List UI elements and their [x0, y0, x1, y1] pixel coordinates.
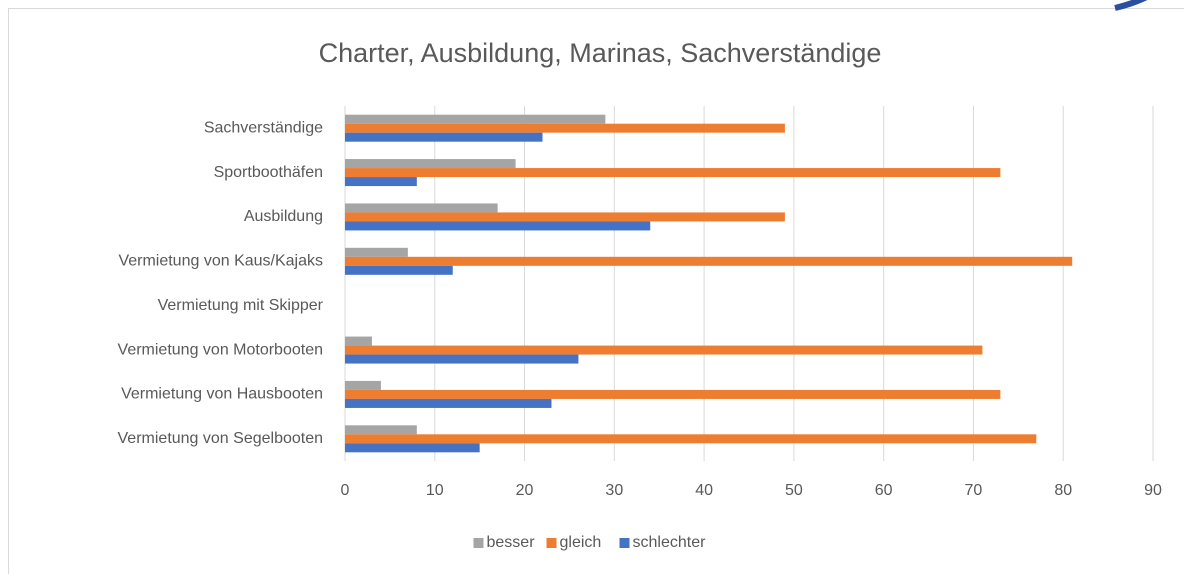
bar — [345, 203, 498, 213]
x-tick-label: 30 — [605, 482, 623, 499]
bar — [345, 159, 516, 169]
y-tick-label: Vermietung von Segelbooten — [118, 430, 323, 447]
bar — [345, 247, 408, 257]
y-tick-label: Sachverständige — [204, 119, 323, 136]
logo-fragment — [1114, 0, 1148, 11]
x-tick-label: 80 — [1054, 482, 1072, 499]
x-tick-label: 70 — [965, 482, 983, 499]
bar — [345, 168, 1001, 178]
x-tick-label: 10 — [426, 482, 444, 499]
x-tick-label: 50 — [785, 482, 803, 499]
bar — [345, 443, 480, 453]
x-tick-label: 90 — [1144, 482, 1162, 499]
y-tick-label: Vermietung mit Skipper — [158, 297, 324, 314]
x-tick-label: 20 — [516, 482, 534, 499]
bar — [345, 398, 552, 408]
legend-label: schlechter — [633, 534, 707, 551]
bar — [345, 123, 785, 133]
legend-label: gleich — [560, 534, 602, 551]
chart-title: Charter, Ausbildung, Marinas, Sachverstä… — [319, 38, 882, 68]
bar — [345, 336, 372, 346]
legend-swatch — [619, 538, 630, 548]
y-tick-label: Sportboothäfen — [214, 164, 323, 181]
bar — [345, 345, 983, 355]
y-tick-label: Ausbildung — [244, 208, 323, 225]
y-tick-label: Vermietung von Kaus/Kajaks — [118, 253, 323, 270]
legend-swatch — [473, 538, 484, 548]
x-tick-label: 60 — [875, 482, 893, 499]
legend-swatch — [546, 538, 557, 548]
x-tick-label: 0 — [341, 482, 350, 499]
chart-border — [8, 8, 1184, 574]
bar — [345, 434, 1037, 444]
bar — [345, 380, 381, 390]
bar — [345, 177, 417, 187]
bar — [345, 389, 1001, 399]
bar — [345, 221, 651, 231]
y-tick-label: Vermietung von Motorbooten — [118, 341, 323, 358]
bar — [345, 212, 785, 222]
bar — [345, 256, 1073, 266]
bar — [345, 425, 417, 435]
x-tick-label: 40 — [695, 482, 713, 499]
bar — [345, 132, 543, 142]
bar — [345, 114, 606, 124]
bar — [345, 354, 579, 364]
legend-label: besser — [487, 534, 536, 551]
y-tick-label: Vermietung von Hausbooten — [121, 386, 323, 403]
bar — [345, 265, 453, 275]
